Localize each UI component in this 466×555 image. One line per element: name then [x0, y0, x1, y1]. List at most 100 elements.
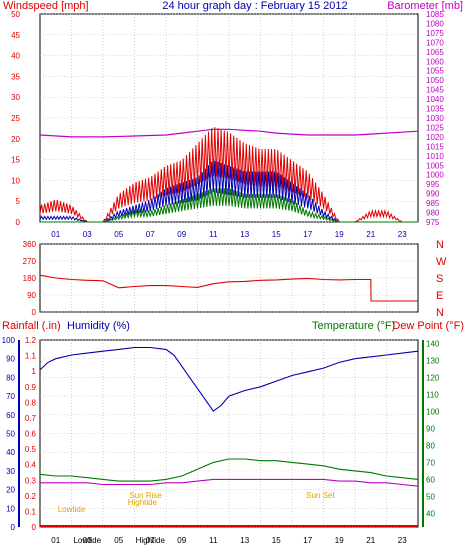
rainfall-tick-label: 0.4	[25, 461, 37, 470]
rainfall-tick-label: 0.7	[25, 414, 37, 423]
rainfall-tick-label: 0	[32, 523, 37, 532]
event-annotation: Hightide	[128, 498, 158, 507]
humidity-tick-label: 50	[6, 430, 15, 439]
barometer-line	[39, 128, 419, 138]
compass-label: N	[436, 239, 444, 251]
rainfall-tick-label: 1	[32, 367, 37, 376]
rainfall-tick-label: 0.3	[25, 476, 37, 485]
hour-tick-label: 11	[209, 230, 218, 239]
rainfall-tick-label: 1.1	[25, 352, 37, 361]
temperature-tick-label: 140	[426, 339, 440, 348]
compass-label: E	[436, 290, 443, 302]
rainfall-tick-label: 0.9	[25, 383, 37, 392]
event-annotation: Sun Set	[306, 491, 335, 500]
temperature-tick-label: 120	[426, 373, 440, 382]
temperature-humidity-panel: 010203040506070809010000.10.20.30.40.50.…	[2, 336, 440, 545]
humidity-tick-label: 30	[6, 467, 15, 476]
hour-tick-label: 23	[398, 230, 407, 239]
wind-tick-label: 30	[11, 93, 20, 102]
temperature-tick-label: 100	[426, 407, 440, 416]
hour-tick-label: 07	[146, 230, 155, 239]
hour-tick-label: 15	[272, 230, 281, 239]
hour-tick-label: 09	[177, 536, 186, 545]
hour-tick-label: 05	[114, 230, 123, 239]
temperature-axis-label: Temperature (°F)	[312, 320, 395, 332]
rainfall-tick-label: 0.1	[25, 507, 37, 516]
barometer-tick-label: 990	[426, 190, 440, 199]
barometer-tick-label: 1060	[426, 57, 444, 66]
barometer-tick-label: 980	[426, 209, 440, 218]
hour-tick-label: 17	[303, 536, 312, 545]
temperature-tick-label: 90	[426, 424, 435, 433]
direction-tick-label: 270	[23, 257, 37, 266]
barometer-tick-label: 1065	[426, 48, 444, 57]
hour-tick-label: 01	[51, 230, 60, 239]
barometer-tick-label: 995	[426, 180, 440, 189]
humidity-tick-label: 80	[6, 373, 15, 382]
humidity-line	[39, 346, 419, 412]
tide-axis-label: Hightide	[136, 536, 166, 545]
hour-tick-label: 01	[51, 536, 60, 545]
hour-tick-label: 13	[240, 230, 249, 239]
humidity-tick-label: 20	[6, 486, 15, 495]
direction-tick-label: 90	[27, 291, 36, 300]
barometer-tick-label: 1080	[426, 19, 444, 28]
wind-tick-label: 40	[11, 52, 20, 61]
hour-tick-label: 21	[366, 230, 375, 239]
humidity-tick-label: 70	[6, 392, 15, 401]
temperature-tick-label: 60	[426, 475, 435, 484]
temperature-tick-label: 110	[426, 390, 439, 399]
hour-tick-label: 13	[240, 536, 249, 545]
wind-tick-label: 20	[11, 135, 20, 144]
humidity-tick-label: 0	[11, 523, 16, 532]
dewpoint-line	[40, 478, 419, 487]
direction-tick-label: 360	[23, 240, 37, 249]
hour-tick-label: 15	[272, 536, 281, 545]
barometer-tick-label: 1055	[426, 67, 444, 76]
barometer-tick-label: 1035	[426, 105, 444, 114]
barometer-tick-label: 1075	[426, 29, 444, 38]
wind-tick-label: 25	[11, 114, 20, 123]
rainfall-axis-label: Rainfall (.in)	[2, 320, 61, 332]
barometer-tick-label: 975	[426, 218, 440, 227]
windspeed-axis-label: Windspeed [mph]	[3, 0, 89, 12]
humidity-tick-label: 40	[6, 448, 15, 457]
humidity-tick-label: 60	[6, 411, 15, 420]
hour-tick-label: 19	[335, 230, 344, 239]
temperature-tick-label: 40	[426, 509, 435, 518]
hour-tick-label: 05	[114, 536, 123, 545]
temperature-tick-label: 70	[426, 458, 435, 467]
barometer-tick-label: 1010	[426, 152, 444, 161]
rainfall-tick-label: 1.2	[25, 336, 37, 345]
temperature-tick-label: 50	[426, 492, 435, 501]
wind-tick-label: 0	[16, 218, 21, 227]
hour-tick-label: 07	[146, 536, 155, 545]
barometer-tick-label: 1020	[426, 133, 444, 142]
barometer-tick-label: 1030	[426, 114, 444, 123]
barometer-tick-label: 1070	[426, 38, 444, 47]
hour-tick-label: 19	[335, 536, 344, 545]
barometer-tick-label: 1085	[426, 10, 444, 19]
barometer-tick-label: 1045	[426, 86, 444, 95]
temperature-tick-label: 80	[426, 441, 435, 450]
event-annotation: Sun Rise	[129, 491, 162, 500]
hour-tick-label: 03	[83, 230, 92, 239]
rainfall-tick-label: 0.2	[25, 492, 37, 501]
wind-tick-label: 45	[11, 31, 20, 40]
wind-min-line	[40, 188, 418, 223]
wind-tick-label: 10	[11, 176, 20, 185]
compass-label: S	[436, 273, 443, 285]
humidity-tick-label: 90	[6, 355, 15, 364]
barometer-tick-label: 1050	[426, 76, 444, 85]
humidity-axis-label: Humidity (%)	[67, 320, 130, 332]
wind-tick-label: 35	[11, 72, 20, 81]
wind-tick-label: 15	[11, 156, 20, 165]
direction-tick-label: 180	[23, 274, 37, 283]
wind-barometer-panel: 0510152025303540455097598098599099510001…	[11, 10, 444, 239]
rainfall-tick-label: 0.6	[25, 430, 37, 439]
hour-tick-label: 23	[398, 536, 407, 545]
wind-direction-line	[39, 274, 418, 302]
